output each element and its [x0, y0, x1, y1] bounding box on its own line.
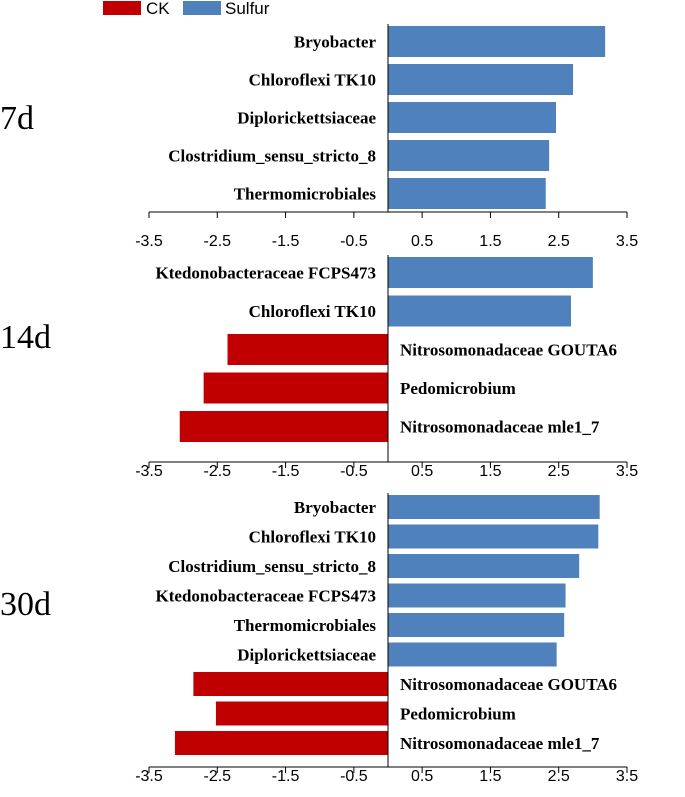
x-tick-label: -1.5 [272, 768, 300, 785]
bar [215, 701, 388, 726]
x-tick-label: 2.5 [548, 768, 570, 785]
panel-label: 14d [0, 319, 51, 356]
bar-label: Ktedonobacteraceae FCPS473 [156, 587, 376, 606]
panel-label: 7d [0, 100, 34, 137]
bar [388, 583, 566, 608]
x-tick-label: 2.5 [548, 463, 570, 480]
bar-label: Chloroflexi TK10 [249, 528, 376, 547]
bar-label: Nitrosomonadaceae mle1_7 [400, 734, 600, 753]
x-tick-label: -2.5 [203, 233, 231, 250]
bar [388, 495, 600, 519]
bar-label: Diplorickettsiaceae [237, 109, 376, 128]
x-tick-label: 0.5 [411, 233, 433, 250]
bar-label: Nitrosomonadaceae mle1_7 [400, 418, 600, 437]
bar-label: Chloroflexi TK10 [249, 302, 376, 321]
bar-label: Bryobacter [294, 498, 377, 517]
bar-label: Ktedonobacteraceae FCPS473 [156, 264, 376, 283]
bar [388, 642, 557, 667]
panel-14d: 14d Ktedonobacteraceae FCPS473 Chloroflexi… [0, 255, 638, 480]
x-tick-label: -3.5 [135, 233, 163, 250]
x-tick-label: -0.5 [340, 768, 368, 785]
bar-label: Thermomicrobiales [234, 185, 377, 204]
x-tick-label: 1.5 [479, 768, 501, 785]
bar [388, 554, 580, 578]
x-tick-label: -3.5 [135, 463, 163, 480]
x-tick-label: 2.5 [548, 233, 570, 250]
x-tick-label: -1.5 [272, 233, 300, 250]
bar [388, 613, 565, 637]
x-tick-label: -2.5 [203, 768, 231, 785]
bar [203, 372, 388, 404]
bar [193, 672, 388, 696]
x-tick-label: 3.5 [616, 463, 638, 480]
x-tick-label: 1.5 [479, 463, 501, 480]
bar [174, 731, 388, 755]
bar [227, 334, 388, 365]
bar [388, 257, 593, 288]
bar-label: Thermomicrobiales [234, 616, 377, 635]
bar-label: Diplorickettsiaceae [237, 646, 376, 665]
bar-label: Pedomicrobium [400, 705, 516, 724]
bar [388, 26, 606, 57]
bar [388, 178, 546, 209]
x-tick-label: 0.5 [411, 768, 433, 785]
legend-label-ck: CK [146, 0, 170, 18]
x-tick-label: -0.5 [340, 233, 368, 250]
bar-label: Nitrosomonadaceae GOUTA6 [400, 341, 617, 360]
bar [388, 64, 574, 95]
x-tick-label: 3.5 [616, 233, 638, 250]
panel-7d: 7d Bryobacter Chloroflexi TK10 Diplorickett… [0, 24, 638, 250]
bar [388, 524, 599, 549]
legend-swatch-ck [103, 1, 141, 15]
bar [388, 140, 550, 171]
panel-label: 30d [0, 586, 51, 623]
bar-label: Pedomicrobium [400, 379, 516, 398]
legend-label-sulfur: Sulfur [225, 0, 270, 18]
legend-swatch-sulfur [183, 1, 221, 15]
x-tick-label: -1.5 [272, 463, 300, 480]
x-tick-label: -0.5 [340, 463, 368, 480]
x-tick-label: -3.5 [135, 768, 163, 785]
bar [388, 102, 556, 133]
x-tick-label: 0.5 [411, 463, 433, 480]
bar-label: Bryobacter [294, 33, 377, 52]
panel-30d: 30d Bryobacter Chloroflexi TK10 Clostridium… [0, 493, 638, 785]
x-tick-label: -2.5 [203, 463, 231, 480]
bar-label: Clostridium_sensu_stricto_8 [168, 147, 376, 166]
bar-label: Chloroflexi TK10 [249, 71, 376, 90]
x-tick-label: 3.5 [616, 768, 638, 785]
chart-panels: 7d Bryobacter Chloroflexi TK10 Diplorickett… [0, 24, 638, 785]
bar-label: Clostridium_sensu_stricto_8 [168, 557, 376, 576]
x-tick-label: 1.5 [479, 233, 501, 250]
bar-label: Nitrosomonadaceae GOUTA6 [400, 675, 617, 694]
legend: CK Sulfur [103, 0, 270, 18]
bar [179, 411, 388, 442]
bar [388, 295, 572, 327]
